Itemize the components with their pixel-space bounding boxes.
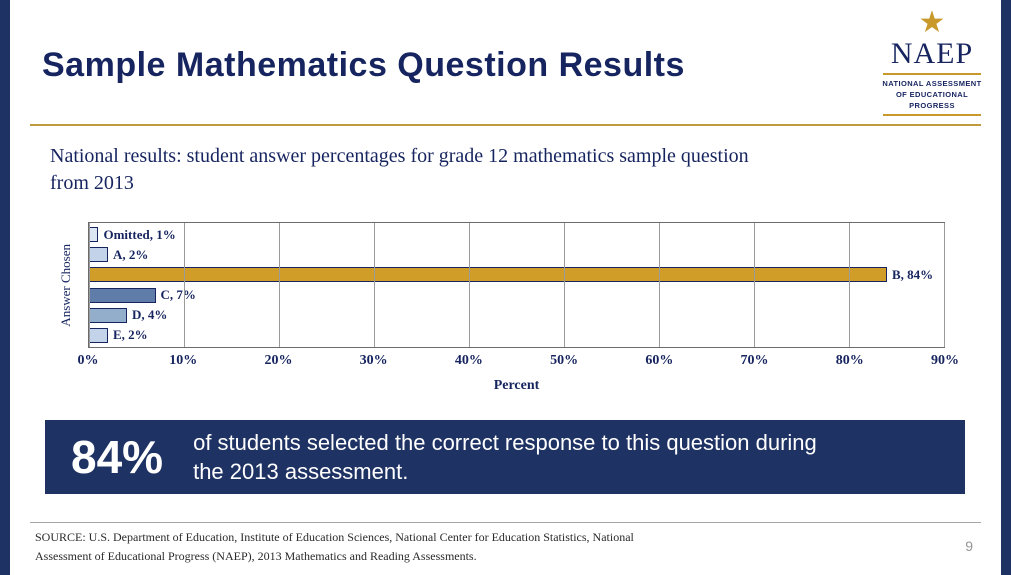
bar-row: E, 2% xyxy=(89,327,944,343)
stat-banner: 84% of students selected the correct res… xyxy=(45,420,965,494)
logo-tagline-line: NATIONAL ASSESSMENT xyxy=(882,78,982,88)
x-tick-label: 60% xyxy=(645,353,674,368)
bar-b xyxy=(89,267,887,283)
logo-tagline-line: OF EDUCATIONAL xyxy=(895,89,969,99)
title-divider xyxy=(30,124,981,126)
stat-value: 84% xyxy=(71,431,164,483)
naep-logo: ★ NAEP NATIONAL ASSESSMENT OF EDUCATIONA… xyxy=(873,8,991,119)
x-tick-label: 70% xyxy=(740,353,769,368)
source-line: Assessment of Educational Progress (NAEP… xyxy=(35,548,477,563)
bar-label: C, 7% xyxy=(160,287,196,303)
bar-label: D, 4% xyxy=(131,307,168,323)
x-tick-label: 90% xyxy=(931,353,959,368)
bar-omitted xyxy=(89,227,99,242)
bar-row: A, 2% xyxy=(89,246,944,263)
gridline xyxy=(279,223,280,347)
bar-chart: Omitted, 1% A, 2% B, 84% C, 7% D, 4% E, 2% 0%… xyxy=(78,222,960,394)
x-tick-label: 40% xyxy=(454,353,483,368)
gridline xyxy=(89,223,90,347)
source-line: SOURCE: U.S. Department of Education, In… xyxy=(35,530,634,544)
bar-label: A, 2% xyxy=(112,246,149,262)
y-axis-title: Answer Chosen xyxy=(58,243,73,327)
bar-row: C, 7% xyxy=(89,287,944,303)
bar-c xyxy=(89,287,156,303)
x-axis-ticks: 0% 10% 20% 30% 40% 50% 60% 70% 80% 90% xyxy=(78,353,960,375)
x-tick-label: 20% xyxy=(264,353,293,368)
bar-a xyxy=(89,247,108,263)
bar-row: Omitted, 1% xyxy=(89,227,944,242)
x-tick-label: 0% xyxy=(77,353,99,368)
gridline xyxy=(184,223,185,347)
gridline xyxy=(564,223,565,347)
bar-row: D, 4% xyxy=(89,307,944,323)
bar-label: B, 84% xyxy=(892,266,934,282)
bar-label: E, 2% xyxy=(112,327,148,343)
footer-divider xyxy=(30,522,981,523)
x-tick-label: 30% xyxy=(359,353,388,368)
gridline xyxy=(849,223,850,347)
x-tick-label: 10% xyxy=(169,353,198,368)
page-number: 9 xyxy=(965,538,973,554)
y-axis-title-wrap: Answer Chosen xyxy=(58,222,74,348)
gridline xyxy=(944,223,945,347)
logo-divider xyxy=(883,72,981,75)
star-icon: ★ xyxy=(918,6,946,39)
bar-label: Omitted, 1% xyxy=(103,226,176,242)
bar-e xyxy=(89,327,108,343)
source-note: SOURCE: U.S. Department of Education, In… xyxy=(35,528,634,565)
x-tick-label: 50% xyxy=(550,353,579,368)
bars-container: Omitted, 1% A, 2% B, 84% C, 7% D, 4% E, 2% xyxy=(89,223,944,347)
bar-row: B, 84% xyxy=(89,266,944,283)
gridline xyxy=(658,223,660,347)
page-title: Sample Mathematics Question Results xyxy=(42,46,685,84)
left-edge-bar xyxy=(0,0,10,575)
gridline xyxy=(373,223,375,347)
gridline xyxy=(754,223,755,347)
gridline xyxy=(469,223,470,347)
x-tick-label: 80% xyxy=(835,353,864,368)
stat-description: of students selected the correct respons… xyxy=(193,429,817,484)
plot-area: Omitted, 1% A, 2% B, 84% C, 7% D, 4% E, 2% xyxy=(88,222,945,348)
logo-tagline-line: PROGRESS xyxy=(909,101,955,110)
bar-d xyxy=(89,307,127,323)
logo-tagline: NATIONAL ASSESSMENT OF EDUCATIONAL PROGR… xyxy=(873,78,991,112)
right-edge-bar xyxy=(1001,0,1011,575)
logo-name: NAEP xyxy=(890,37,974,70)
chart-subtitle: National results: student answer percent… xyxy=(50,145,749,194)
logo-divider xyxy=(883,114,981,117)
x-axis-title: Percent xyxy=(493,378,540,393)
